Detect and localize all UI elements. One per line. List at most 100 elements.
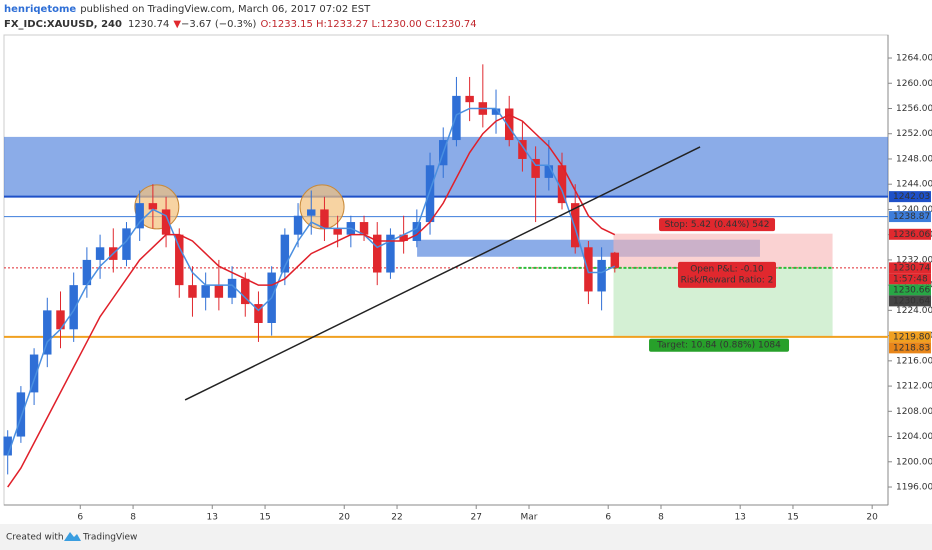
candle-body <box>491 108 501 115</box>
x-tick-label: 8 <box>658 513 664 523</box>
moving-average <box>6 107 616 456</box>
candle-body <box>557 165 567 204</box>
x-tick-label: 6 <box>77 513 83 523</box>
label-text: Target: 10.84 (0.88%) 1084 <box>656 341 781 351</box>
x-tick-label: 15 <box>787 513 798 523</box>
price-label: 1230.64 <box>893 296 930 306</box>
price-label-box <box>889 295 931 307</box>
y-tick-label: 1200.00 <box>896 457 932 467</box>
price-label: 1219.80 <box>893 332 930 342</box>
y-tick-label: 1208.00 <box>896 407 932 417</box>
label-box <box>649 338 790 352</box>
footer-brand[interactable]: TradingView <box>82 533 137 543</box>
price-label: 1218.83 <box>893 343 930 353</box>
footer-bar <box>0 524 932 550</box>
arrow: ▼ <box>173 19 181 30</box>
logo <box>64 532 81 541</box>
price-label-box <box>889 262 931 274</box>
x-tick-label: Mar <box>521 513 538 523</box>
moving-average <box>7 113 616 488</box>
candle-body <box>333 228 342 235</box>
price-label-box <box>889 342 931 354</box>
candle-body <box>320 209 329 229</box>
price-label: 1230.66 <box>893 285 930 295</box>
candle-body <box>122 228 131 260</box>
candle-body <box>188 285 197 298</box>
candle-body <box>293 215 303 235</box>
label-text: Stop: 5.42 (0.44%) 542 <box>665 220 770 230</box>
y-tick-label: 1256.00 <box>896 104 932 114</box>
candle-body <box>241 278 250 305</box>
price-label-box <box>889 331 931 343</box>
price-label-box <box>889 191 931 203</box>
candle-body <box>280 234 290 273</box>
candle-body <box>544 165 554 178</box>
countdown-box <box>889 273 931 285</box>
trend-line <box>184 146 701 401</box>
candle-body <box>69 285 78 330</box>
candle-body <box>359 222 369 235</box>
candle-body <box>43 310 52 355</box>
plot: Stop: 5.42 (0.44%) 542 Target: 10.84 (0.8… <box>3 64 888 488</box>
candle-body <box>201 285 210 298</box>
candle-body <box>161 209 171 235</box>
candle-body <box>597 259 606 292</box>
candle-body <box>135 203 144 229</box>
price-label: 1238.87 <box>893 212 930 222</box>
pnl-box <box>678 261 776 288</box>
y-tick-label: 1244.00 <box>896 180 932 190</box>
candle-body <box>148 203 158 210</box>
candle-body <box>452 95 461 141</box>
price-label-box <box>889 284 931 296</box>
x-tick-label: 20 <box>866 513 878 523</box>
countdown: 1:57:48 <box>893 274 928 284</box>
candle-body <box>610 252 620 268</box>
candle-body <box>465 95 474 103</box>
candle-body <box>16 392 26 437</box>
candle-body <box>531 158 540 178</box>
y-tick-label: 1264.00 <box>896 54 932 64</box>
y-tick-label: 1260.00 <box>896 79 932 89</box>
symbol: FX_IDC:XAUUSD, 240 <box>4 19 122 30</box>
ohlc: O:1233.15 H:1233.27 L:1230.00 C:1230.74 <box>260 19 476 30</box>
y-tick-label: 1204.00 <box>896 432 932 442</box>
y-tick-label: 1212.00 <box>896 382 932 392</box>
candle-body <box>584 247 593 292</box>
candle-body <box>56 310 65 330</box>
header: henriqetome published on TradingView.com,… <box>4 4 371 15</box>
x-tick-label: 6 <box>605 513 611 523</box>
change: −3.67 (−0.3%) <box>181 19 257 30</box>
candle-body <box>254 304 263 323</box>
x-tick-label: 13 <box>734 513 745 523</box>
published: published on TradingView.com, March 06, … <box>80 4 371 15</box>
x-tick-label: 8 <box>130 513 136 523</box>
x-tick-label: 27 <box>470 513 481 523</box>
rr-text: Risk/Reward Ratio: 2 <box>681 275 774 285</box>
candle-body <box>214 285 224 298</box>
y-tick-label: 1232.00 <box>896 255 932 265</box>
candle-body <box>504 108 514 141</box>
pnl-text: Open P&L: -0.10 <box>690 264 764 274</box>
y-tick-label: 1248.00 <box>896 154 932 164</box>
footer-created: Created with <box>6 533 64 543</box>
candle-body <box>373 234 382 273</box>
y-tick-label: 1196.00 <box>896 483 932 493</box>
candle-body <box>307 209 316 216</box>
candle-body <box>412 222 422 241</box>
author[interactable]: henriqetome <box>4 4 76 15</box>
price-label: 1236.06 <box>893 230 930 240</box>
candle-body <box>518 140 527 159</box>
y-tick-label: 1224.00 <box>896 306 932 316</box>
price-label-box <box>889 228 931 240</box>
price-label-box <box>889 211 931 223</box>
axis-layer: 1196.00 1200.00 1204.00 1208.00 1212.00 1216.… <box>77 54 932 523</box>
x-tick-label: 15 <box>259 513 270 523</box>
x-tick-label: 22 <box>391 513 402 523</box>
candle-body <box>82 259 92 286</box>
candle-body <box>227 278 237 298</box>
last: 1230.74 <box>128 19 169 30</box>
price-label: 1230.74 <box>893 263 930 273</box>
candle-body <box>29 354 39 393</box>
label-box <box>659 218 776 232</box>
